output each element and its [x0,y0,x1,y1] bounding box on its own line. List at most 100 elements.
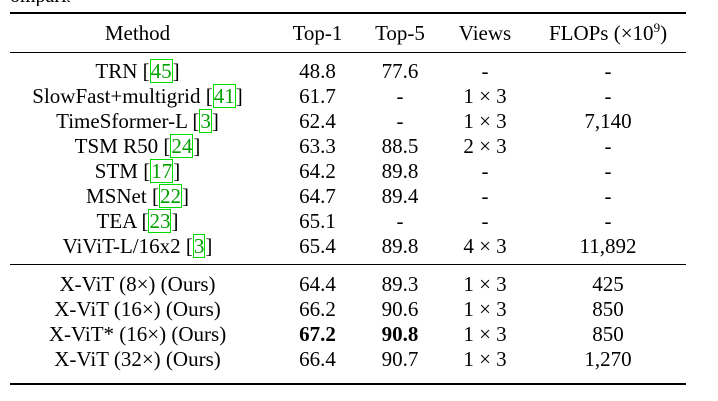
top1-cell: 66.4 [299,347,336,371]
method-cell: STM [17] [94,159,181,183]
table-row: TEA [23] 65.1 - - - [10,209,686,233]
method-name: TEA [96,209,142,233]
method-name: TRN [95,59,143,83]
header-views: Views [458,21,512,45]
views-cell: - [481,59,489,83]
top-rule [10,12,686,14]
table-row: ViViT-L/16x2 [3] 65.4 89.8 4 × 3 11,892 [10,234,686,258]
flops-cell: 7,140 [584,109,632,133]
header-flops-base: FLOPs (×10 [548,21,654,45]
views-cell: 1 × 3 [463,84,507,108]
citation-link[interactable]: 22 [158,184,182,208]
views-cell: 1 × 3 [463,109,507,133]
top5-cell: - [396,209,404,233]
header-flops-exp: 9 [653,20,661,35]
citation-link[interactable]: 24 [170,134,194,158]
flops-cell: 850 [592,297,624,321]
top1-cell: 62.4 [299,109,336,133]
method-cell: TEA [23] [96,209,179,233]
views-cell: 2 × 3 [463,134,507,158]
top1-cell: 65.1 [299,209,336,233]
method-name: ViViT-L/16x2 [62,234,186,258]
table-row: X-ViT (8×) (Ours) 64.4 89.3 1 × 3 425 [10,272,686,296]
views-cell: 1 × 3 [463,272,507,296]
views-cell: - [481,159,489,183]
method-cell: SlowFast+multigrid [41] [32,84,243,108]
top5-cell: - [396,84,404,108]
top1-cell: 63.3 [299,134,336,158]
flops-cell: - [604,184,612,208]
top1-cell: 65.4 [299,234,336,258]
flops-cell: - [604,209,612,233]
method-name: STM [94,159,144,183]
top1-cell: 64.7 [299,184,336,208]
table-row: X-ViT (32×) (Ours) 66.4 90.7 1 × 3 1,270 [10,347,686,371]
header-rule [10,52,686,53]
method-name: MSNet [86,184,152,208]
citation-link[interactable]: 41 [212,84,236,108]
header-row: Method Top-1 Top-5 Views FLOPs (×109) [10,21,686,45]
top1-cell: 61.7 [299,84,336,108]
citation-link[interactable]: 17 [150,159,174,183]
top1-cell: 64.2 [299,159,336,183]
bottom-rule [10,383,686,385]
top5-cell-best: 90.8 [381,322,419,346]
method-name: TSM R50 [74,134,164,158]
header-method: Method [104,21,171,45]
flops-cell: 850 [592,322,624,346]
table-row: SlowFast+multigrid [41] 61.7 - 1 × 3 - [10,84,686,108]
top5-cell: 89.8 [381,234,419,258]
flops-cell: - [604,159,612,183]
top5-cell: 89.4 [381,184,419,208]
top1-cell: 48.8 [299,59,336,83]
cropped-caption-text: omparis [10,0,70,6]
table-row: STM [17] 64.2 89.8 - - [10,159,686,183]
method-cell: TRN [45] [95,59,180,83]
top1-cell: 66.2 [299,297,336,321]
method-cell: ViViT-L/16x2 [3] [62,234,213,258]
top1-cell-best: 67.2 [299,322,336,346]
table-row: TRN [45] 48.8 77.6 - - [10,59,686,83]
views-cell: 1 × 3 [463,297,507,321]
views-cell: 1 × 3 [463,347,507,371]
top5-cell: 88.5 [381,134,419,158]
flops-cell: 11,892 [579,234,637,258]
method-name: TimeSformer-L [56,109,193,133]
table-row: TimeSformer-L [3] 62.4 - 1 × 3 7,140 [10,109,686,133]
flops-cell: - [604,59,612,83]
flops-cell: - [604,84,612,108]
citation-link[interactable]: 3 [192,234,206,258]
top5-cell: 90.7 [381,347,419,371]
group-separator-rule [10,264,686,265]
header-top1: Top-1 [292,21,343,45]
method-cell: X-ViT (8×) (Ours) [59,272,216,296]
views-cell: 1 × 3 [463,322,507,346]
flops-cell: - [604,134,612,158]
citation-link[interactable]: 45 [149,59,173,83]
views-cell: 4 × 3 [463,234,507,258]
method-cell: MSNet [22] [86,184,189,208]
method-name: SlowFast+multigrid [32,84,206,108]
flops-cell: 425 [592,272,624,296]
top5-cell: 77.6 [381,59,419,83]
views-cell: - [481,209,489,233]
header-flops: FLOPs (×109) [530,21,686,45]
method-cell: X-ViT (32×) (Ours) [54,347,221,371]
method-cell: X-ViT* (16×) (Ours) [48,322,227,346]
table-row: MSNet [22] 64.7 89.4 - - [10,184,686,208]
method-cell: X-ViT (16×) (Ours) [54,297,221,321]
citation-link[interactable]: 23 [148,209,172,233]
method-cell: TimeSformer-L [3] [56,109,219,133]
citation-link[interactable]: 3 [199,109,212,133]
table-row: TSM R50 [24] 63.3 88.5 2 × 3 - [10,134,686,158]
views-cell: - [481,184,489,208]
top5-cell: 89.3 [381,272,419,296]
table-row: X-ViT (16×) (Ours) 66.2 90.6 1 × 3 850 [10,297,686,321]
header-top5: Top-5 [375,21,425,45]
top1-cell: 64.4 [299,272,336,296]
method-cell: TSM R50 [24] [74,134,201,158]
top5-cell: - [396,109,404,133]
table-row: X-ViT* (16×) (Ours) 67.2 90.8 1 × 3 850 [10,322,686,346]
header-flops-close: ) [660,21,668,45]
top5-cell: 89.8 [381,159,419,183]
